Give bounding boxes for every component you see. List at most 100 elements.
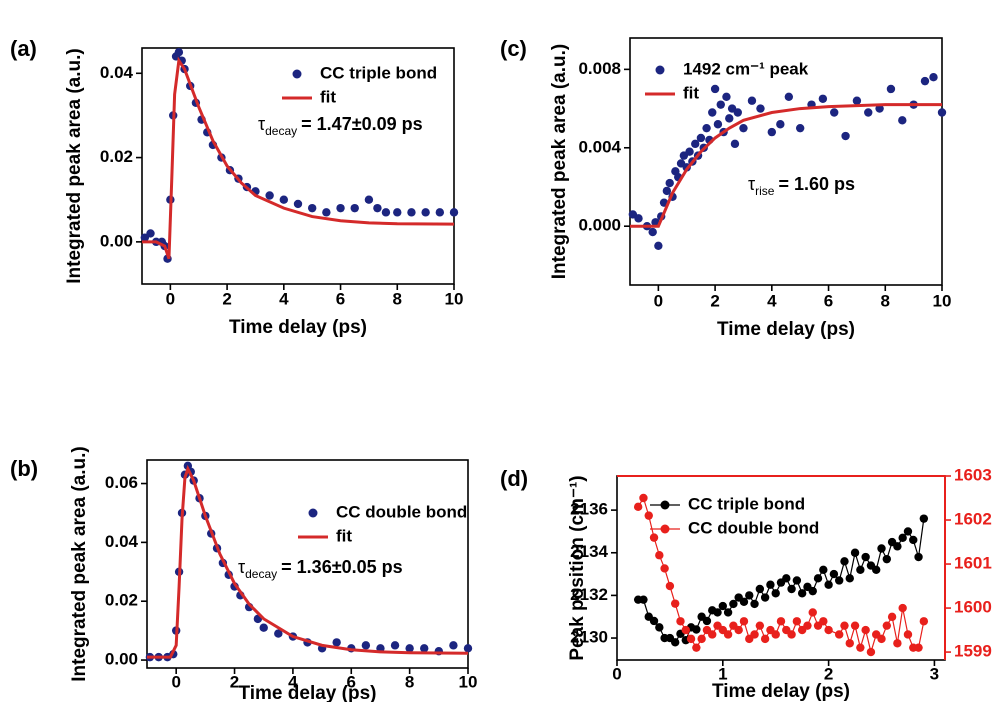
data-point [840,557,849,566]
data-point [665,178,674,188]
data-point [882,554,892,564]
data-point [830,108,839,117]
data-point [784,92,794,102]
y-axis-label: Integrated peak area (a.u.) [64,48,85,283]
data-point [792,617,802,626]
y2-tick-label: 1603 [954,465,992,484]
x-tick-label: 2 [710,291,719,310]
data-point [850,621,860,630]
data-point [797,589,807,598]
annotation-subscript: decay [265,124,297,138]
data-point [841,131,850,141]
data-point [750,599,759,609]
legend-label: CC double bond [336,502,467,521]
data-point [420,644,429,653]
panel-label: (c) [500,36,527,61]
y-tick-label: 2130 [570,628,608,647]
data-point [898,533,907,543]
data-point [696,133,706,143]
data-point [914,552,923,562]
legend-label: CC triple bond [688,494,805,513]
data-point [787,584,796,594]
y-tick-label: 0.02 [100,147,133,166]
data-point [782,574,791,583]
panel-label: (a) [10,36,37,61]
y-tick-label: 2132 [570,585,608,604]
data-point [733,108,742,117]
data-point [279,195,289,204]
data-point [307,203,317,213]
data-point [718,601,728,611]
data-point [660,564,669,573]
data-point [813,574,823,583]
panel: 0 2 4 6 8 10 0.000 0.004 0.008 (c) Time delay (ps)… [500,36,951,340]
data-point [393,208,402,217]
data-point [787,630,796,639]
data-point [845,639,854,648]
panel-label: (d) [500,466,528,491]
data-point [723,608,733,617]
data-point [713,120,723,129]
x-tick-label: 0 [654,291,663,310]
data-point [708,630,717,639]
data-point [710,84,720,94]
x-tick-label: 8 [881,291,890,310]
data-point [776,617,786,626]
data-point [886,84,896,94]
annotation: τrise = 1.60 ps [748,174,855,198]
data-point [845,574,854,583]
legend-marker [292,69,302,79]
data-point [655,551,664,560]
data-point [449,208,459,217]
x-tick-label: 0 [166,289,175,308]
data-point [840,621,849,630]
y-tick-label: 2134 [570,542,608,561]
legend-label: 1492 cm⁻¹ peak [683,59,809,78]
data-point [692,625,701,634]
data-point [729,599,738,609]
y2-tick-label: 1601 [954,554,992,573]
legend-marker [655,65,665,75]
annotation: τdecay = 1.47±0.09 ps [258,114,423,138]
data-point [824,580,833,589]
data-point [808,608,817,617]
data-point [795,123,805,133]
data-point [649,533,659,542]
data-point [893,639,902,648]
data-point [716,100,725,109]
data-point [734,625,743,635]
data-point [435,208,445,217]
data-point [898,603,907,613]
data-point [336,203,345,213]
data-point [639,493,648,503]
data-point [639,595,648,604]
legend-label: CC triple bond [320,63,437,82]
data-point [920,76,930,86]
data-point [713,608,722,617]
data-point [644,511,653,520]
data-point [654,241,663,250]
x-tick-label: 0 [171,672,180,691]
data-point [259,623,268,632]
data-point [866,647,876,657]
data-point [808,586,817,596]
panel: 0 2 4 6 8 10 0.00 0.02 0.04 (a) Time delay (ps) Int… [10,36,463,338]
data-point [882,621,892,630]
x-axis-label: Time delay (ps) [239,683,377,702]
y-tick-label: 0.000 [578,216,621,235]
data-point [755,584,765,594]
data-point [293,199,303,209]
data-point [649,616,659,626]
data-point [919,617,929,626]
data-point [670,599,680,608]
x-tick-label: 6 [336,289,345,308]
data-point [722,92,731,102]
legend-marker [660,524,670,534]
data-point [766,580,775,589]
data-point [929,73,938,82]
x-tick-label: 4 [288,672,298,691]
data-point [364,195,374,204]
y-axis-label: Peak position (cm⁻¹) [567,475,588,660]
data-point [648,227,657,237]
annotation-symbol: τ [238,557,245,577]
